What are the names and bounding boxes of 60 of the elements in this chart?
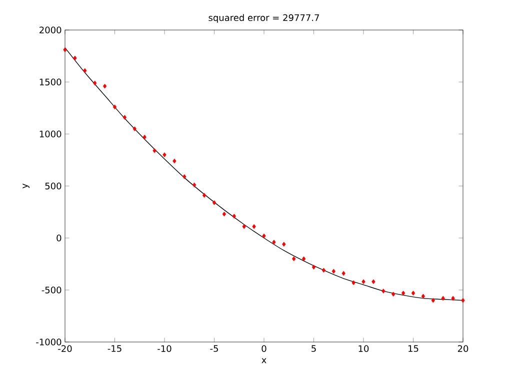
y-tick-label: -500: [42, 286, 62, 294]
x-tick-label: -15: [108, 345, 122, 352]
point: [142, 134, 146, 140]
point: [302, 256, 306, 262]
y-tick-label: -1000: [36, 338, 62, 346]
point: [441, 296, 445, 301]
point: [292, 256, 296, 262]
point: [411, 290, 416, 296]
x-tick-label: 5: [312, 345, 316, 352]
point: [132, 126, 136, 132]
point: [392, 292, 396, 297]
point: [401, 290, 406, 296]
y-tick-label: 1000: [40, 130, 62, 138]
point: [122, 114, 127, 120]
point: [102, 84, 107, 89]
point: [282, 242, 286, 247]
y-tick-label: 500: [45, 182, 62, 190]
y-tick-label: 0: [56, 234, 62, 242]
point: [63, 47, 67, 52]
point: [192, 182, 196, 188]
point: [73, 56, 77, 60]
point: [222, 212, 226, 216]
point: [372, 279, 376, 284]
point: [272, 240, 276, 245]
x-tick-label: 20: [458, 345, 468, 352]
point: [172, 158, 176, 164]
point: [362, 279, 366, 284]
point: [182, 174, 186, 180]
y-axis-title: y: [22, 184, 30, 188]
point: [352, 280, 356, 286]
point: [312, 264, 316, 270]
point: [152, 148, 156, 154]
point: [421, 294, 426, 299]
x-tick-label: -20: [58, 345, 72, 352]
x-tick-label: 10: [358, 345, 369, 352]
x-tick-label: 0: [262, 345, 266, 352]
point: [212, 200, 216, 206]
x-tick-label: -5: [210, 345, 218, 352]
point: [112, 104, 117, 110]
point: [342, 270, 346, 276]
point: [461, 298, 465, 303]
chart-title: squared error = 29777.7: [208, 14, 319, 23]
y-tick-label: 1500: [40, 78, 62, 86]
point: [202, 192, 206, 198]
point: [262, 234, 266, 238]
point: [382, 288, 386, 294]
point: [93, 80, 97, 86]
point: [83, 68, 87, 73]
point: [332, 268, 336, 274]
x-tick-label: 15: [408, 345, 418, 352]
x-axis-title: x: [262, 358, 266, 364]
point: [322, 268, 326, 273]
x-tick-label: -10: [158, 345, 172, 352]
point: [242, 224, 246, 229]
point: [162, 152, 166, 158]
point: [252, 224, 256, 229]
point: [431, 298, 435, 303]
y-tick-label: 2000: [40, 26, 62, 34]
point: [451, 296, 455, 301]
point: [232, 214, 236, 219]
